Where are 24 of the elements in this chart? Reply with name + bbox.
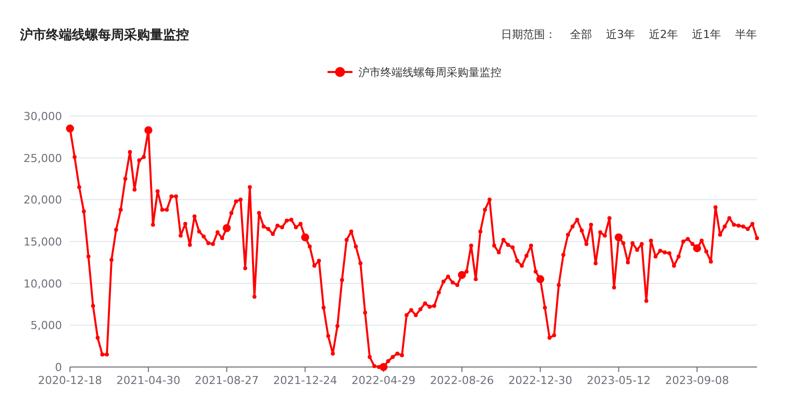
text: 近3年: [606, 28, 635, 41]
x-tick-label: 2023-05-12: [586, 374, 651, 387]
x-tick-label: 2022-08-26: [430, 374, 494, 387]
legend-label: 沪市终端线螺每周采购量监控: [358, 66, 502, 79]
y-tick-label: 0: [55, 361, 62, 374]
x-tick-label: 2021-12-24: [273, 374, 338, 387]
text: 日期范围：: [501, 28, 556, 41]
y-tick-label: 30,000: [24, 110, 62, 123]
text: 全部: [570, 28, 592, 41]
y-tick-label: 10,000: [24, 277, 62, 290]
chart-title: 沪市终端线螺每周采购量监控: [19, 27, 189, 43]
text: 近1年: [692, 28, 721, 41]
y-tick-label: 25,000: [24, 152, 62, 165]
x-tick-label: 2020-12-18: [38, 374, 102, 387]
y-tick-label: 15,000: [24, 236, 62, 248]
y-tick-label: 5,000: [30, 319, 62, 332]
x-tick-label: 2022-12-30: [508, 374, 572, 387]
text: 半年: [735, 28, 757, 41]
x-tick-label: 2021-08-27: [194, 374, 259, 387]
x-tick-label: 2023-09-08: [665, 374, 730, 387]
x-tick-label: 2021-04-30: [116, 374, 180, 387]
y-tick-label: 20,000: [24, 194, 62, 207]
x-tick-label: 2022-04-29: [352, 374, 416, 387]
text: 近2年: [649, 28, 678, 41]
